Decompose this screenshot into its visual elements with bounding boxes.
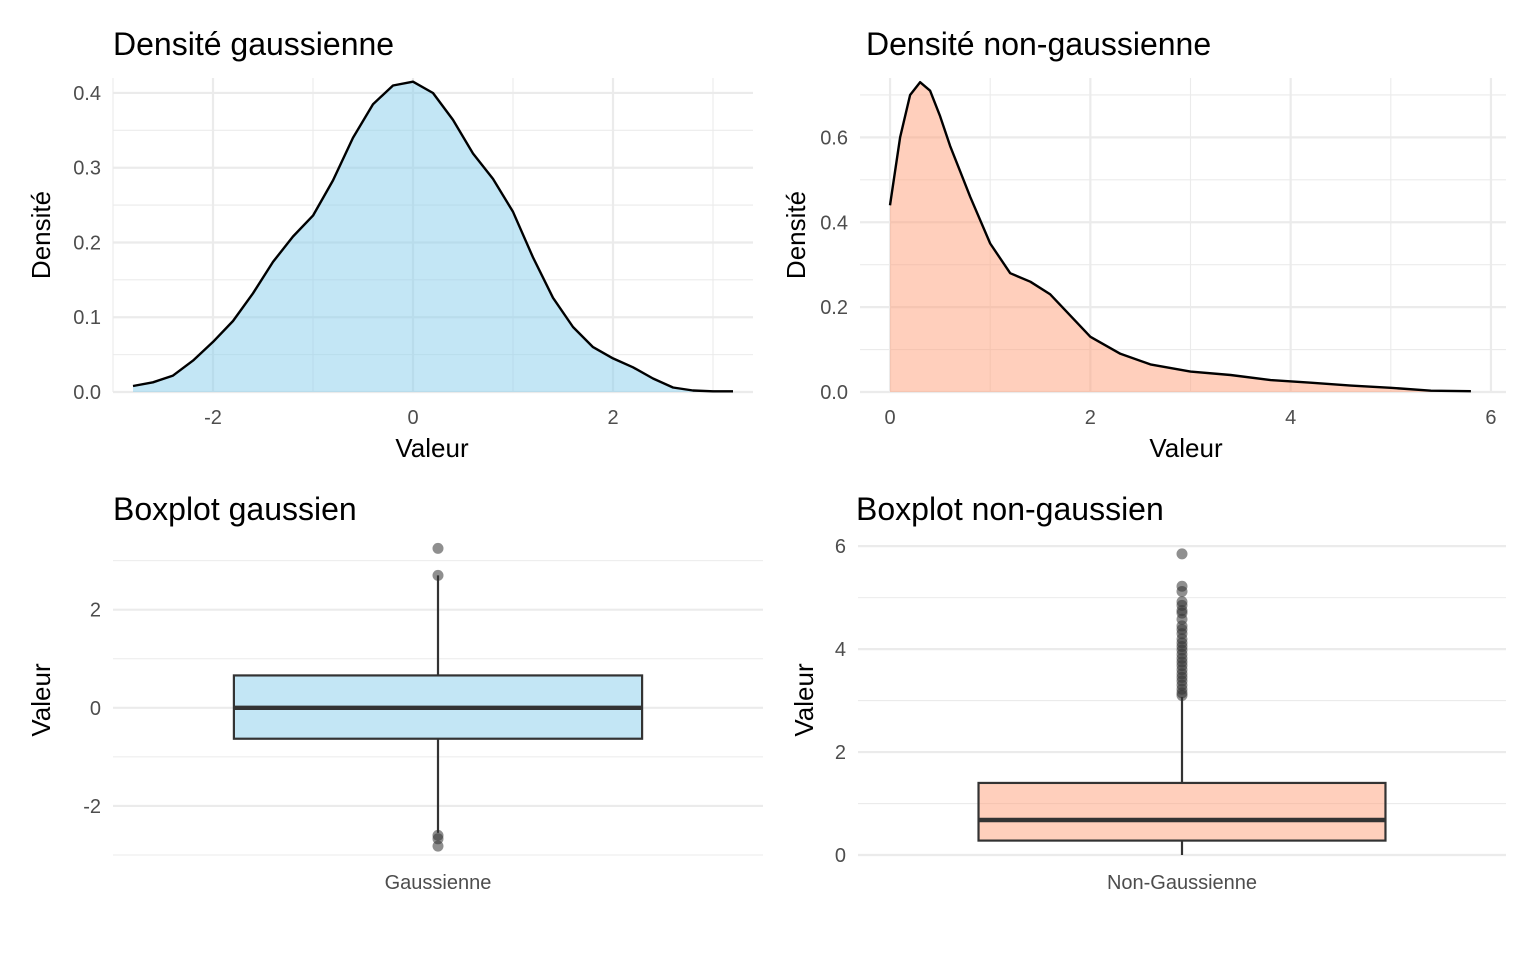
non-gaussian-density-x-tick-label: 0 — [884, 407, 895, 429]
non-gaussian-density-plot-area: 0.0 0.2 0.4 0.6 0 2 4 6 — [820, 78, 1506, 429]
gaussian-density-x-tick-label: 2 — [607, 407, 618, 429]
non-gaussian-density-y-axis-title: Densité — [781, 191, 811, 279]
gaussian-boxplot-outlier-point — [432, 569, 444, 581]
gaussian-density-x-tick-label: -2 — [204, 407, 222, 429]
gaussian-boxplot-outlier-point — [432, 542, 444, 554]
non-gaussian-density-y-tick-label: 0.6 — [820, 127, 848, 149]
gaussian-density-area — [133, 81, 733, 392]
gaussian-boxplot-plot-area: -2 0 2 Gaussienne — [83, 542, 763, 894]
non-gaussian-density-x-axis-title: Valeur — [1149, 433, 1223, 463]
non-gaussian-boxplot-title: Boxplot non-gaussien — [856, 491, 1164, 527]
non-gaussian-density-x-tick-label: 6 — [1485, 407, 1496, 429]
gaussian-boxplot-y-tick-label: -2 — [83, 796, 101, 818]
gaussian-density-y-tick-label: 0.4 — [73, 83, 101, 105]
gaussian-density-y-tick-label: 0.2 — [73, 232, 101, 254]
non-gaussian-boxplot-y-axis-title: Valeur — [789, 663, 819, 737]
non-gaussian-boxplot-category-label: Non-Gaussienne — [1107, 872, 1257, 894]
non-gaussian-boxplot-box — [977, 781, 1387, 842]
gaussian-density-title: Densité gaussienne — [113, 26, 394, 62]
gaussian-density-x-tick-label: 0 — [407, 407, 418, 429]
non-gaussian-boxplot-y-tick-label: 4 — [835, 639, 846, 661]
gaussian-boxplot-outlier-point — [432, 840, 444, 852]
gaussian-boxplot-title: Boxplot gaussien — [113, 491, 357, 527]
non-gaussian-density-title: Densité non-gaussienne — [866, 26, 1211, 62]
non-gaussian-density-y-tick-label: 0.0 — [820, 382, 848, 404]
non-gaussian-density-area — [890, 82, 1471, 392]
gaussian-boxplot-panel: Boxplot gaussien Valeur -2 0 2 Gaussienne — [26, 491, 763, 894]
gaussian-boxplot-y-tick-label: 2 — [90, 600, 101, 622]
non-gaussian-density-x-tick-label: 4 — [1285, 407, 1296, 429]
non-gaussian-density-x-tick-label: 2 — [1085, 407, 1096, 429]
gaussian-density-y-tick-label: 0.1 — [73, 307, 101, 329]
gaussian-density-panel: Densité gaussienne Valeur Densité 0.0 0.1… — [26, 26, 753, 463]
gaussian-density-curve — [132, 80, 733, 393]
non-gaussian-density-y-tick-label: 0.2 — [820, 297, 848, 319]
non-gaussian-boxplot-plot-area: 0 2 4 6 Non-Gaussienne — [835, 536, 1506, 894]
non-gaussian-density-curve — [888, 81, 1471, 393]
gaussian-density-x-axis-title: Valeur — [395, 433, 469, 463]
non-gaussian-boxplot-panel: Boxplot non-gaussien Valeur 0 2 4 6 Non-Gaus… — [789, 491, 1506, 894]
gaussian-density-y-axis-title: Densité — [26, 191, 56, 279]
non-gaussian-boxplot-outlier-point — [1176, 548, 1188, 560]
gaussian-density-y-tick-label: 0.3 — [73, 158, 101, 180]
non-gaussian-boxplot-y-tick-label: 2 — [835, 742, 846, 764]
gaussian-boxplot-category-label: Gaussienne — [385, 872, 492, 894]
non-gaussian-boxplot-y-tick-label: 6 — [835, 536, 846, 558]
non-gaussian-density-panel: Densité non-gaussienne Valeur Densité 0.… — [781, 26, 1506, 463]
gaussian-density-plot-area: 0.0 0.1 0.2 0.3 0.4 -2 0 2 — [73, 78, 753, 429]
non-gaussian-density-y-tick-label: 0.4 — [820, 212, 848, 234]
non-gaussian-boxplot-outlier-point — [1176, 585, 1188, 597]
non-gaussian-boxplot-y-tick-label: 0 — [835, 845, 846, 867]
gaussian-boxplot-y-tick-label: 0 — [90, 698, 101, 720]
non-gaussian-boxplot-outlier-point — [1176, 689, 1188, 701]
gaussian-density-y-tick-label: 0.0 — [73, 382, 101, 404]
gaussian-boxplot-y-axis-title: Valeur — [26, 663, 56, 737]
